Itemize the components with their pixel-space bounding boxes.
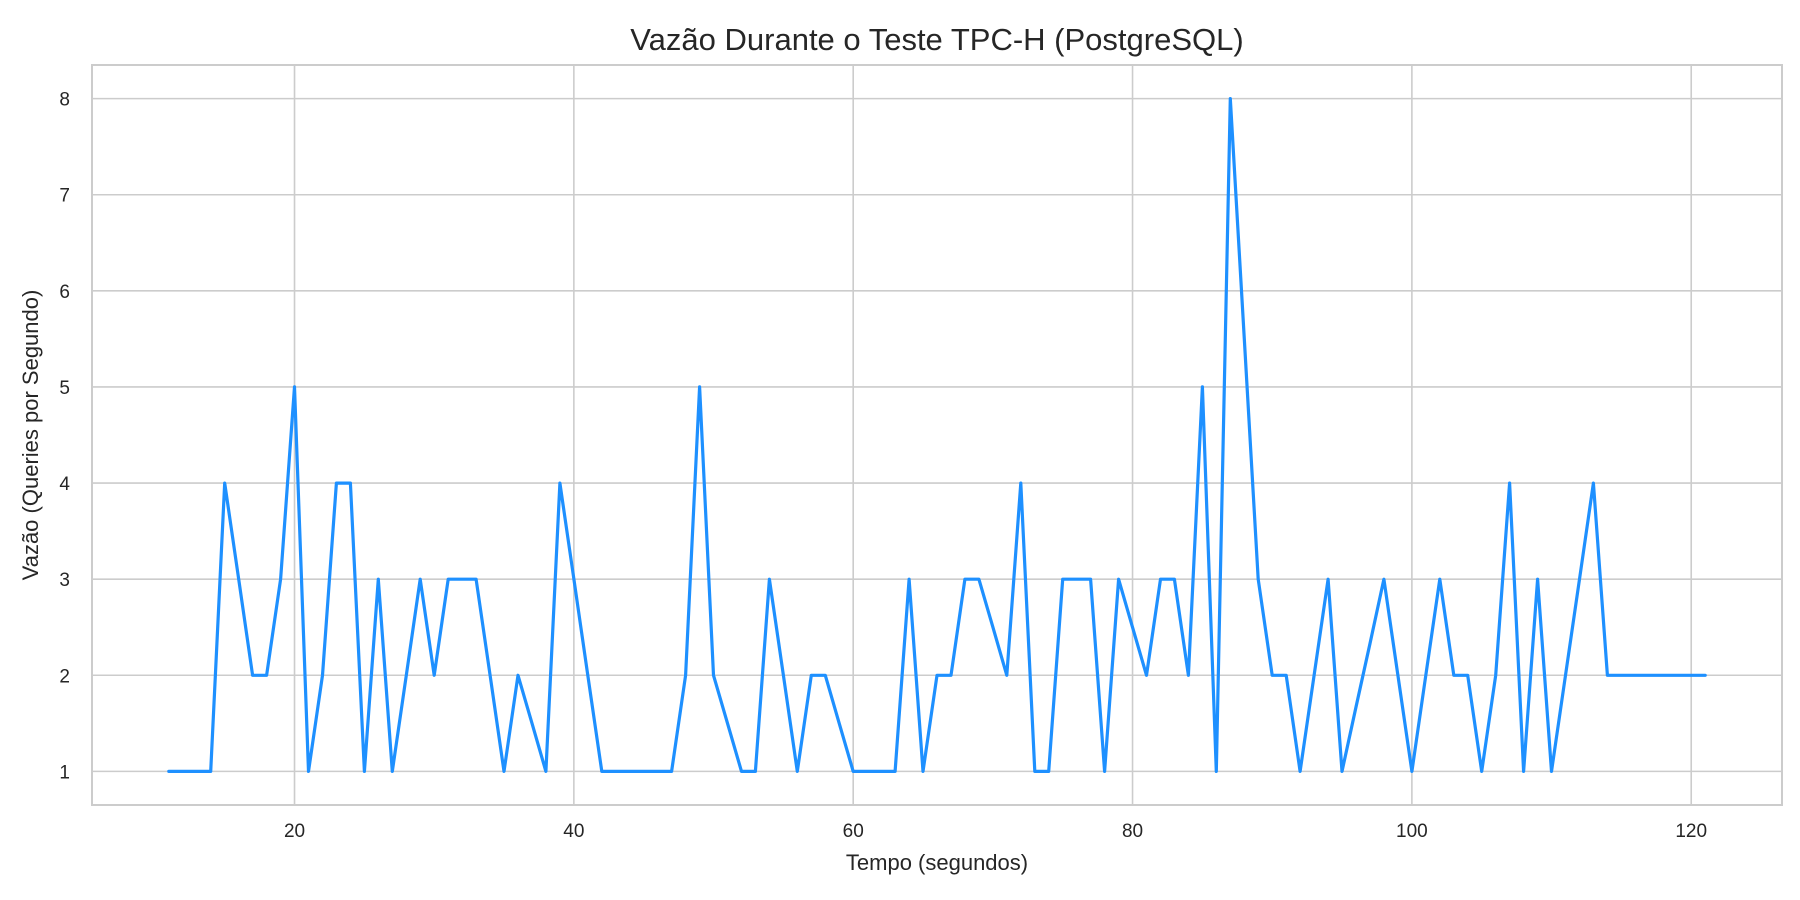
y-tick-label: 3	[59, 570, 70, 591]
ticks: 20 40 60 80 100 120 1 2 3 4 5 6 7 8	[59, 90, 1707, 842]
x-tick-label: 20	[284, 821, 305, 842]
x-tick-label: 120	[1675, 821, 1707, 842]
y-tick-label: 1	[59, 762, 70, 783]
x-tick-label: 60	[843, 821, 864, 842]
x-tick-label: 80	[1122, 821, 1143, 842]
y-tick-label: 7	[59, 186, 70, 207]
x-axis-label: Tempo (segundos)	[846, 850, 1028, 875]
plot-frame	[91, 64, 1783, 806]
series-line	[167, 96, 1707, 774]
x-tick-label: 40	[563, 821, 584, 842]
y-tick-label: 2	[59, 666, 70, 687]
y-tick-label: 5	[59, 378, 70, 399]
y-axis-label: Vazão (Queries por Segundo)	[18, 290, 43, 581]
chart-title: Vazão Durante o Teste TPC-H (PostgreSQL)	[630, 22, 1243, 57]
x-tick-label: 100	[1396, 821, 1428, 842]
y-tick-label: 4	[59, 474, 70, 495]
grid	[92, 65, 1782, 805]
y-tick-label: 8	[59, 90, 70, 111]
data-layer	[167, 96, 1707, 774]
y-tick-label: 6	[59, 282, 70, 303]
